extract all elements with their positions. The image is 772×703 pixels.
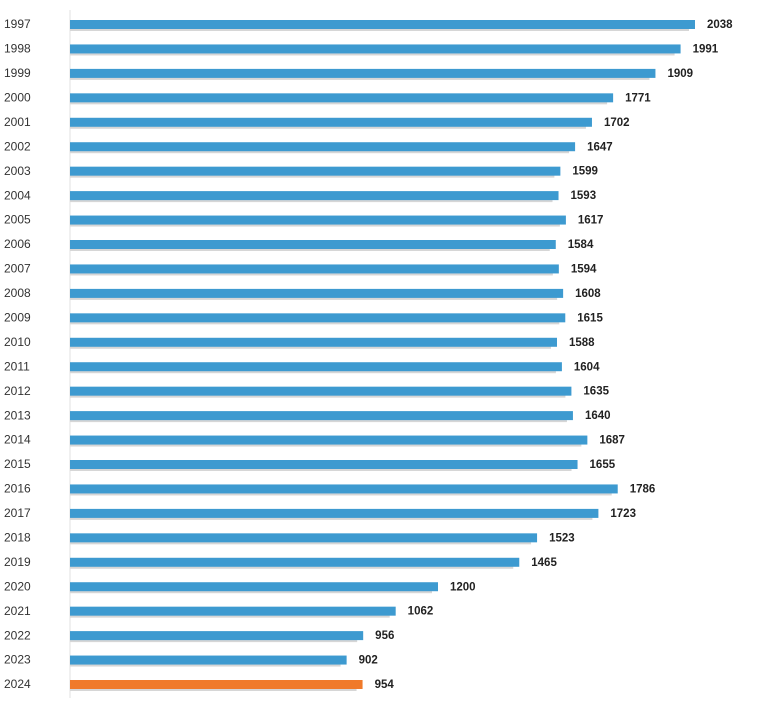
bar	[70, 680, 363, 689]
value-label: 1655	[590, 459, 616, 471]
bar	[70, 557, 520, 567]
category-label: 2014	[4, 433, 31, 447]
bar	[70, 240, 556, 249]
value-label: 1687	[599, 435, 625, 447]
bar	[70, 191, 559, 201]
bar	[70, 582, 439, 592]
category-label: 2006	[4, 237, 31, 251]
value-label: 1594	[571, 263, 597, 275]
bar	[70, 508, 599, 518]
bar	[70, 460, 578, 469]
bar	[70, 631, 364, 641]
bar	[70, 288, 564, 298]
category-label: 2016	[4, 482, 31, 496]
bar	[70, 362, 562, 372]
category-label: 2010	[4, 335, 31, 349]
category-label: 2001	[4, 115, 31, 129]
category-label: 2020	[4, 579, 31, 593]
value-label: 1599	[572, 166, 598, 178]
bar	[70, 655, 347, 665]
value-label: 1771	[625, 92, 651, 104]
bar	[70, 68, 656, 78]
bar	[70, 606, 396, 616]
category-label: 2007	[4, 262, 31, 276]
bar	[70, 411, 573, 421]
bar	[70, 435, 588, 445]
value-label: 1523	[549, 532, 575, 544]
value-label: 1615	[577, 312, 603, 324]
category-label: 2000	[4, 91, 31, 105]
bar	[70, 215, 566, 225]
value-label: 1604	[574, 361, 600, 373]
category-label: 2004	[4, 188, 31, 202]
category-label: 2003	[4, 164, 31, 178]
value-label: 1635	[583, 386, 609, 398]
value-label: 1062	[408, 606, 434, 618]
value-label: 1465	[531, 557, 557, 569]
value-label: 1640	[585, 410, 611, 422]
bar	[70, 264, 559, 274]
bar	[70, 386, 572, 396]
value-label: 1991	[693, 43, 719, 55]
category-label: 1998	[4, 42, 31, 56]
category-label: 2008	[4, 286, 31, 300]
value-label: 1584	[568, 239, 594, 251]
category-label: 2023	[4, 653, 31, 667]
category-label: 2015	[4, 457, 31, 471]
bar	[70, 117, 592, 127]
category-label: 1997	[4, 17, 31, 31]
bar	[70, 44, 681, 54]
bar	[70, 142, 576, 152]
value-label: 1200	[450, 581, 476, 593]
value-label: 1647	[587, 141, 613, 153]
category-label: 2011	[4, 359, 30, 373]
value-label: 1588	[569, 337, 595, 349]
category-label: 2024	[4, 677, 31, 691]
category-label: 2022	[4, 628, 31, 642]
bar	[70, 337, 557, 347]
category-label: 2021	[4, 604, 31, 618]
bar	[70, 533, 538, 543]
value-label: 1617	[578, 215, 604, 227]
bar	[70, 93, 614, 103]
category-label: 1999	[4, 66, 31, 80]
bar	[70, 484, 618, 494]
category-label: 2018	[4, 531, 31, 545]
category-label: 2019	[4, 555, 31, 569]
value-label: 954	[375, 679, 395, 691]
value-label: 1786	[630, 483, 656, 495]
value-label: 1593	[571, 190, 597, 202]
value-label: 1608	[575, 288, 601, 300]
value-label: 902	[359, 655, 378, 667]
value-label: 1702	[604, 117, 630, 129]
category-label: 2012	[4, 384, 31, 398]
category-label: 2013	[4, 408, 31, 422]
bar	[70, 166, 561, 176]
value-label: 1723	[610, 508, 636, 520]
category-label: 2002	[4, 139, 31, 153]
value-label: 1909	[667, 68, 693, 80]
value-label: 2038	[707, 19, 733, 31]
category-label: 2005	[4, 213, 31, 227]
bar	[70, 313, 566, 323]
value-label: 956	[375, 630, 394, 642]
category-label: 2017	[4, 506, 31, 520]
category-label: 2009	[4, 311, 31, 325]
bar	[70, 20, 695, 29]
